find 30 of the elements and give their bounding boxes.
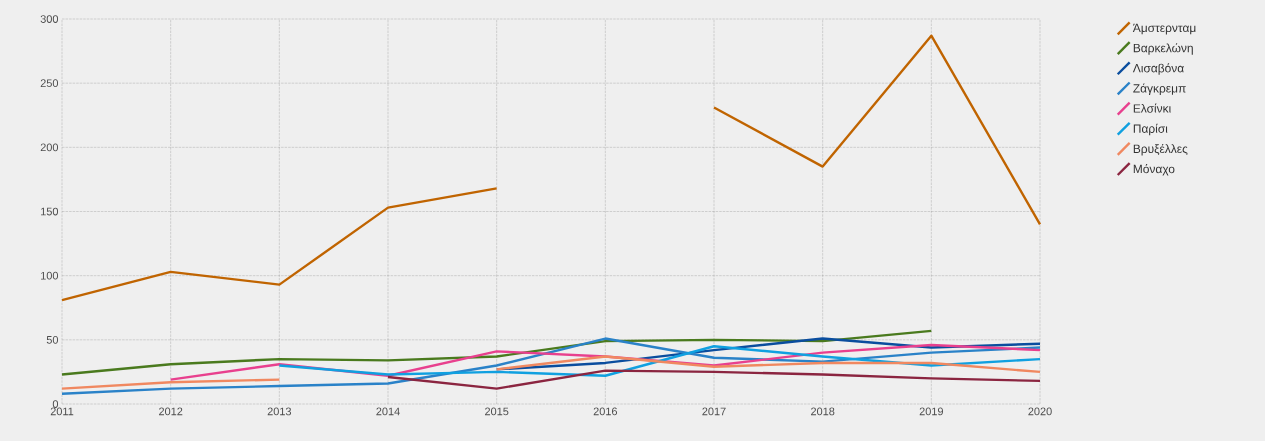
- line-series: [278, 345, 1042, 377]
- legend-label: Παρίσι: [1133, 123, 1168, 136]
- legend-label: Μόναχο: [1133, 164, 1175, 176]
- line-series: [60, 329, 933, 376]
- line-series: [169, 343, 1042, 381]
- y-tick-label: 0: [52, 400, 59, 408]
- y-tick-label: 250: [40, 79, 59, 88]
- legend-label: Βαρκελώνη: [1133, 43, 1193, 55]
- y-tick-label: 50: [46, 335, 59, 344]
- x-tick-label: 2017: [702, 407, 726, 416]
- x-tick-label: 2015: [485, 407, 509, 416]
- legend-label: Ελσίνκι: [1133, 103, 1171, 113]
- line-series: [60, 337, 1042, 395]
- x-tick-label: 2016: [593, 407, 618, 416]
- y-tick-label: 200: [40, 143, 59, 152]
- legend-label: Λισαβόνα: [1132, 63, 1184, 75]
- x-tick-label: 2018: [811, 407, 835, 416]
- legend-label: Βρυξέλλες: [1133, 143, 1188, 156]
- x-tick-label: 2014: [376, 407, 400, 416]
- y-tick-label: 100: [41, 271, 59, 280]
- legend-label: Άμστερνταμ: [1132, 23, 1196, 35]
- x-tick-label: 2020: [1028, 407, 1052, 416]
- x-tick-label: 2019: [919, 407, 943, 416]
- legend-label: Ζάγκρεμπ: [1133, 83, 1186, 95]
- line-series: [386, 369, 1042, 390]
- x-tick-label: 2011: [50, 407, 74, 416]
- y-tick-label: 300: [40, 15, 59, 23]
- x-tick-label: 2013: [267, 407, 292, 416]
- y-tick-label: 150: [41, 207, 59, 216]
- x-tick-label: 2012: [159, 407, 183, 416]
